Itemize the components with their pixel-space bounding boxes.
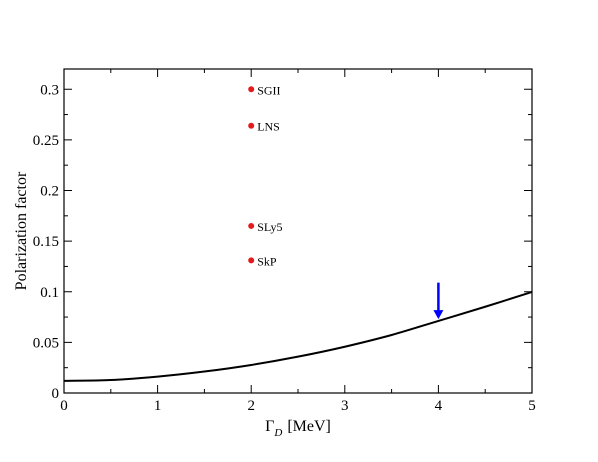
data-point-sly5 xyxy=(248,222,255,229)
y-tick-label: 0.3 xyxy=(40,82,59,98)
plot-frame xyxy=(63,68,533,394)
arrow-head xyxy=(433,310,444,320)
x-tick-label: 0 xyxy=(60,398,68,414)
x-tick-label: 4 xyxy=(435,398,443,414)
x-tick-label: 3 xyxy=(341,398,349,414)
x-axis-title-main: Γ xyxy=(265,418,274,435)
y-tick-label: 0.1 xyxy=(40,285,59,301)
y-tick-labels: 0 0.05 0.1 0.15 0.2 0.25 0.3 xyxy=(33,82,59,402)
point-label-sly5: SLy5 xyxy=(257,220,282,234)
y-tick-label: 0.2 xyxy=(40,184,59,200)
y-axis-title: Polarization factor xyxy=(13,171,30,290)
point-label-skp: SkP xyxy=(257,254,277,268)
polarization-curve xyxy=(63,290,533,382)
x-tick-label: 5 xyxy=(528,398,536,414)
point-label-lns: LNS xyxy=(257,120,280,134)
x-axis-title-unit: [MeV] xyxy=(287,418,331,435)
x-tick-label: 2 xyxy=(247,398,255,414)
x-axis-title: ΓD [MeV] xyxy=(265,418,331,439)
y-tick-label: 0 xyxy=(52,386,60,402)
x-tick-label: 1 xyxy=(154,398,162,414)
point-label-sgii: SGII xyxy=(257,83,280,97)
y-tick-label: 0.15 xyxy=(33,234,59,250)
blue-arrow xyxy=(433,282,444,320)
y-tick-label: 0.25 xyxy=(33,133,59,149)
data-point-sgii xyxy=(248,86,255,93)
axis-ticks xyxy=(63,69,533,394)
data-points: SGII LNS SLy5 SkP xyxy=(248,83,283,268)
data-point-lns xyxy=(248,122,255,129)
y-tick-label: 0.05 xyxy=(33,335,59,351)
x-axis-title-sub: D xyxy=(273,427,282,439)
x-tick-labels: 0 1 2 3 4 5 xyxy=(60,398,536,414)
data-point-skp xyxy=(248,257,255,264)
